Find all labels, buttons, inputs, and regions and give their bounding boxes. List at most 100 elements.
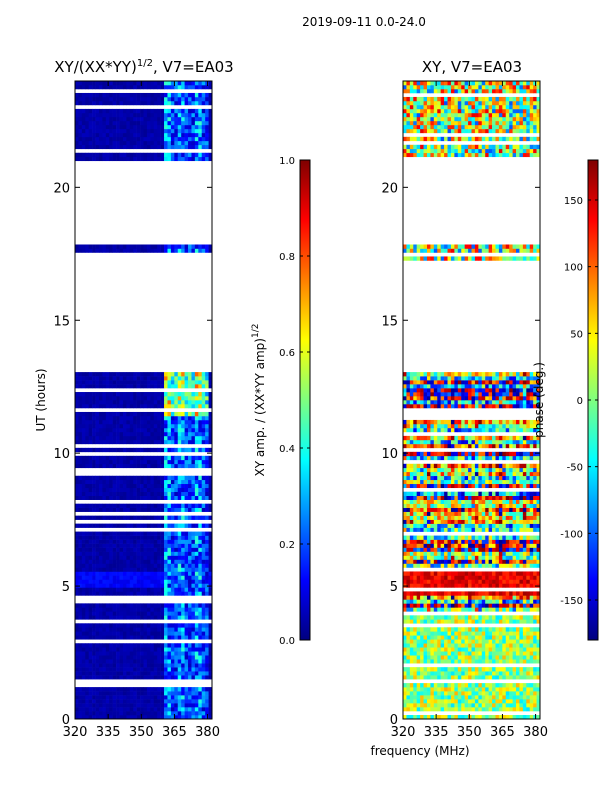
heatmap-cell (164, 507, 168, 512)
heatmap-cell (102, 559, 107, 564)
heatmap-cell (112, 707, 117, 712)
heatmap-cell (160, 667, 165, 672)
heatmap-cell (188, 531, 192, 536)
heatmap-cell (146, 128, 151, 134)
heatmap-cell (485, 699, 489, 704)
heatmap-cell (492, 651, 496, 656)
heatmap-cell (75, 571, 79, 576)
heatmap-cell (160, 475, 165, 481)
heatmap-cell (198, 475, 203, 481)
amp-colorbar: 0.00.20.40.60.81.0 XY amp. / (XX*YY amp)… (251, 156, 311, 647)
heatmap-cell (75, 675, 79, 680)
heatmap-cell (188, 643, 192, 648)
heatmap-cell (119, 487, 124, 493)
heatmap-cell (174, 455, 179, 461)
heatmap-cell (437, 555, 441, 560)
heatmap-cell (95, 575, 100, 580)
heatmap-cell (167, 571, 172, 576)
heatmap-cell (533, 579, 537, 584)
heatmap-cell (454, 667, 459, 672)
heatmap-cell (194, 507, 199, 512)
heatmap-cell (201, 116, 206, 122)
heatmap-cell (509, 683, 513, 688)
phase-panel-title: XY, V7=EA03 (422, 58, 522, 76)
heatmap-cell (174, 495, 179, 500)
heatmap-cell (170, 112, 175, 118)
heatmap-cell (81, 655, 86, 660)
heatmap-cell (208, 547, 213, 552)
heatmap-cell (170, 120, 175, 126)
heatmap-cell (474, 579, 479, 584)
heatmap-cell (498, 635, 503, 640)
heatmap-cell (181, 691, 185, 696)
heatmap-cell (194, 132, 199, 138)
heatmap-cell (95, 559, 100, 564)
heatmap-cell (160, 631, 165, 636)
heatmap-cell (208, 459, 213, 465)
heatmap-cell (433, 667, 438, 672)
heatmap-cell (413, 675, 417, 680)
heatmap-cell (181, 392, 185, 397)
heatmap-cell (109, 439, 113, 445)
heatmap-cell (426, 667, 431, 672)
heatmap-cell (133, 455, 137, 461)
heatmap-cell (409, 715, 414, 720)
heatmap-cell (85, 699, 89, 704)
heatmap-cell (191, 575, 196, 580)
heatmap-cell (409, 675, 414, 680)
heatmap-cell (143, 667, 148, 672)
heatmap-cell (201, 539, 206, 544)
heatmap-cell (164, 707, 168, 712)
heatmap-cell (160, 567, 165, 572)
heatmap-cell (102, 699, 107, 704)
heatmap-cell (88, 659, 93, 664)
heatmap-cell (170, 403, 175, 409)
heatmap-cell (126, 507, 131, 512)
heatmap-cell (109, 380, 113, 385)
heatmap-cell (136, 244, 141, 249)
heatmap-cell (461, 683, 465, 688)
heatmap-cell (509, 583, 513, 588)
heatmap-cell (126, 152, 131, 158)
heatmap-cell (194, 647, 199, 652)
heatmap-cell (188, 579, 192, 584)
heatmap-cell (164, 591, 168, 596)
heatmap-cell (105, 439, 110, 445)
heatmap-cell (95, 631, 100, 636)
heatmap-cell (201, 551, 206, 556)
heatmap-cell (170, 124, 175, 130)
heatmap-cell (194, 96, 199, 102)
heatmap-cell (150, 535, 155, 540)
heatmap-cell (126, 479, 131, 485)
heatmap-cell (416, 703, 421, 708)
heatmap-cell (191, 140, 196, 146)
heatmap-cell (112, 244, 117, 249)
heatmap-cell (85, 483, 89, 489)
heatmap-cell (498, 691, 503, 696)
heatmap-cell (498, 631, 503, 636)
heatmap-cell (85, 372, 89, 377)
heatmap-cell (170, 475, 175, 481)
heatmap-cell (529, 683, 534, 688)
heatmap-cell (526, 671, 531, 676)
heatmap-cell (126, 96, 131, 102)
heatmap-cell (205, 459, 209, 465)
heatmap-cell (492, 643, 496, 648)
heatmap-cell (105, 116, 110, 122)
heatmap-cell (406, 595, 411, 600)
heatmap-cell (126, 116, 131, 122)
heatmap-cell (95, 591, 100, 596)
heatmap-cell (88, 555, 93, 560)
heatmap-cell (409, 579, 414, 584)
heatmap-cell (122, 447, 127, 453)
heatmap-cell (133, 663, 137, 668)
heatmap-cell (188, 140, 192, 146)
heatmap-cell (188, 376, 192, 381)
heatmap-cell (413, 647, 417, 652)
heatmap-cell (146, 587, 151, 592)
heatmap-cell (184, 81, 189, 86)
heatmap-cell (140, 455, 144, 461)
heatmap-cell (164, 567, 168, 572)
heatmap-cell (85, 100, 89, 106)
